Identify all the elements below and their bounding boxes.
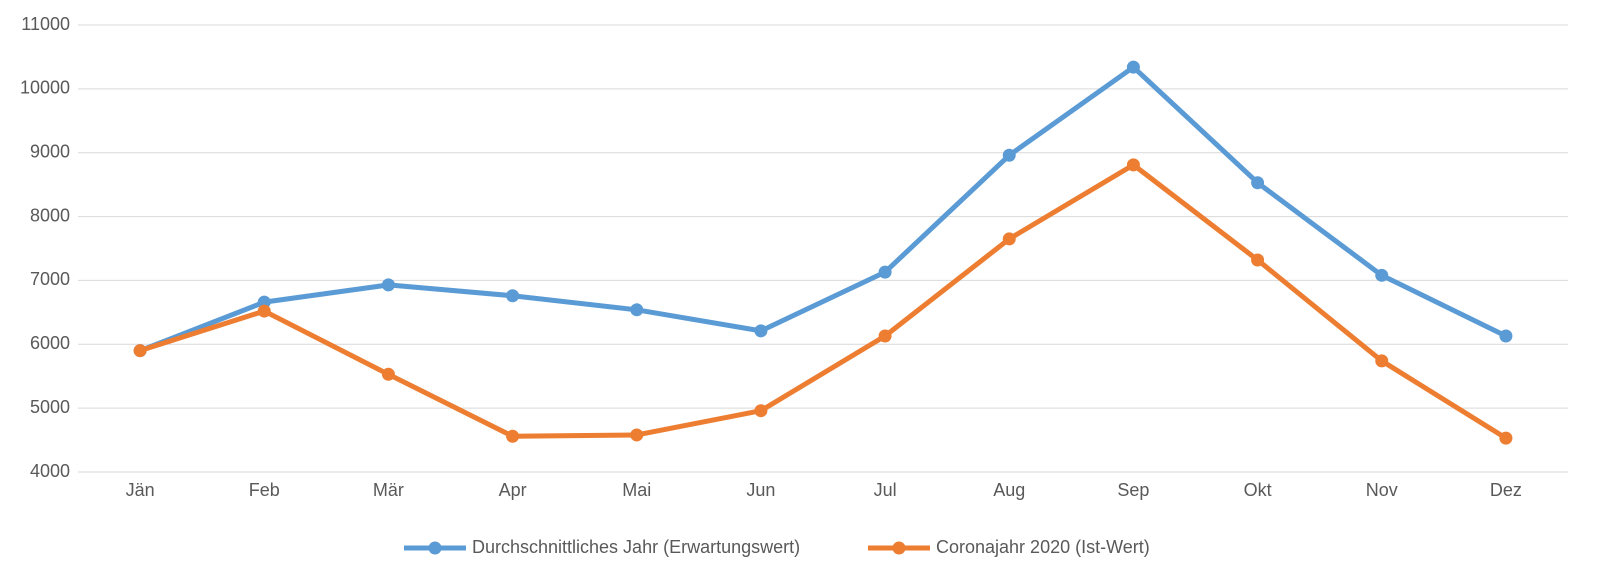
x-tick-label: Mai	[622, 480, 651, 500]
data-point	[506, 289, 520, 303]
series-line	[137, 162, 1509, 441]
x-tick-label: Jän	[126, 480, 155, 500]
x-tick-label: Mär	[373, 480, 404, 500]
data-point	[878, 329, 892, 343]
x-tick-label: Sep	[1117, 480, 1149, 500]
legend-label: Coronajahr 2020 (Ist-Wert)	[936, 537, 1150, 557]
x-tick-label: Apr	[499, 480, 527, 500]
data-point	[1375, 354, 1389, 368]
data-point	[630, 428, 644, 442]
x-tick-label: Nov	[1366, 480, 1398, 500]
y-tick-label: 6000	[30, 333, 70, 353]
data-point	[1499, 431, 1513, 445]
data-point	[1126, 60, 1140, 74]
data-point	[630, 303, 644, 317]
data-point	[878, 265, 892, 279]
legend-label: Durchschnittliches Jahr (Erwartungswert)	[472, 537, 800, 557]
data-point	[1375, 268, 1389, 282]
data-point	[381, 367, 395, 381]
y-tick-label: 9000	[30, 141, 70, 161]
y-tick-label: 7000	[30, 269, 70, 289]
y-tick-label: 8000	[30, 205, 70, 225]
data-point	[1251, 253, 1265, 267]
data-point	[754, 324, 768, 338]
data-point	[1002, 232, 1016, 246]
data-point	[257, 295, 271, 309]
y-tick-label: 5000	[30, 397, 70, 417]
series-line	[137, 64, 1509, 354]
data-point	[754, 404, 768, 418]
data-point	[133, 344, 147, 358]
x-tick-label: Aug	[993, 480, 1025, 500]
data-point	[1126, 158, 1140, 172]
x-tick-label: Dez	[1490, 480, 1522, 500]
y-tick-label: 10000	[20, 78, 70, 98]
legend-marker	[428, 541, 442, 555]
y-tick-label: 4000	[30, 461, 70, 481]
data-point	[506, 429, 520, 443]
data-point	[381, 278, 395, 292]
x-tick-label: Okt	[1244, 480, 1272, 500]
x-tick-label: Jul	[874, 480, 897, 500]
data-point	[1499, 329, 1513, 343]
y-tick-label: 11000	[21, 14, 70, 34]
x-tick-label: Feb	[249, 480, 280, 500]
data-point	[257, 304, 271, 318]
legend-marker	[892, 541, 906, 555]
x-tick-label: Jun	[746, 480, 775, 500]
data-point	[1251, 176, 1265, 190]
data-point	[1002, 148, 1016, 162]
